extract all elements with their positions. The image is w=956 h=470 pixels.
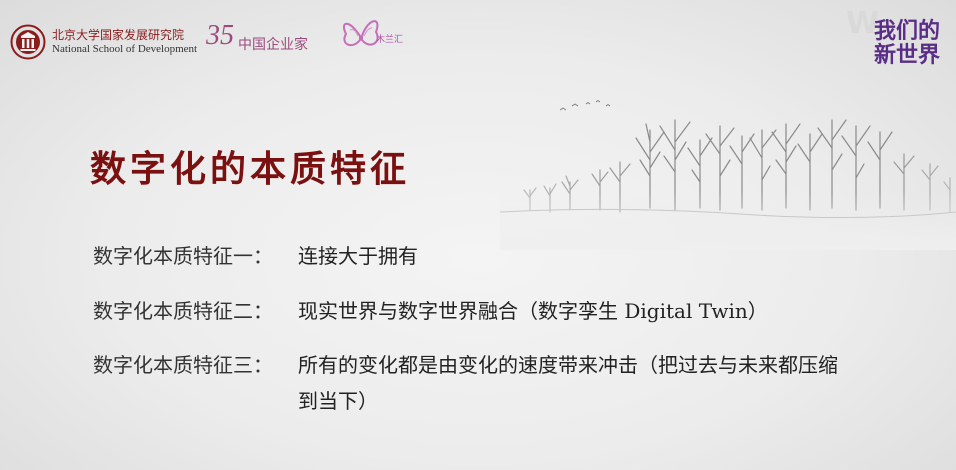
butterfly-icon [342, 20, 379, 47]
feature-2-text: 现实世界与数字世界融合（数字孪生 Digital Twin） [298, 299, 768, 323]
watermark-line2: 新世界 [873, 43, 940, 68]
feature-1-label: 数字化本质特征一： [93, 244, 273, 268]
feature-1-text: 连接大于拥有 [298, 244, 418, 268]
feature-3-text: 所有的变化都是由变化的速度带来冲击（把过去与未来都压缩到当下） [298, 353, 838, 413]
pku-name-en: National School of Development [52, 43, 198, 55]
chinese-entrepreneur-logo: 35 中国企业家 [206, 20, 316, 56]
winter-trees-illustration [500, 99, 956, 250]
pku-emblem-icon [10, 24, 46, 60]
logo35-number: 35 [206, 20, 234, 51]
watermark-logo: W 我们的 新世界 [846, 9, 948, 78]
slide-title: 数字化的本质特征 [90, 148, 411, 190]
feature-2-label: 数字化本质特征二： [93, 299, 273, 323]
feature-3-label: 数字化本质特征三： [93, 353, 273, 377]
watermark-w-shape: W [846, 6, 880, 41]
watermark-line1: 我们的 [873, 19, 940, 44]
pku-logo-text: 北京大学国家发展研究院 National School of Developme… [52, 28, 197, 56]
pku-name-cn: 北京大学国家发展研究院 [52, 28, 185, 42]
logo35-text: 中国企业家 [238, 37, 308, 53]
butterfly-logo-text: 木兰汇 [376, 35, 404, 45]
